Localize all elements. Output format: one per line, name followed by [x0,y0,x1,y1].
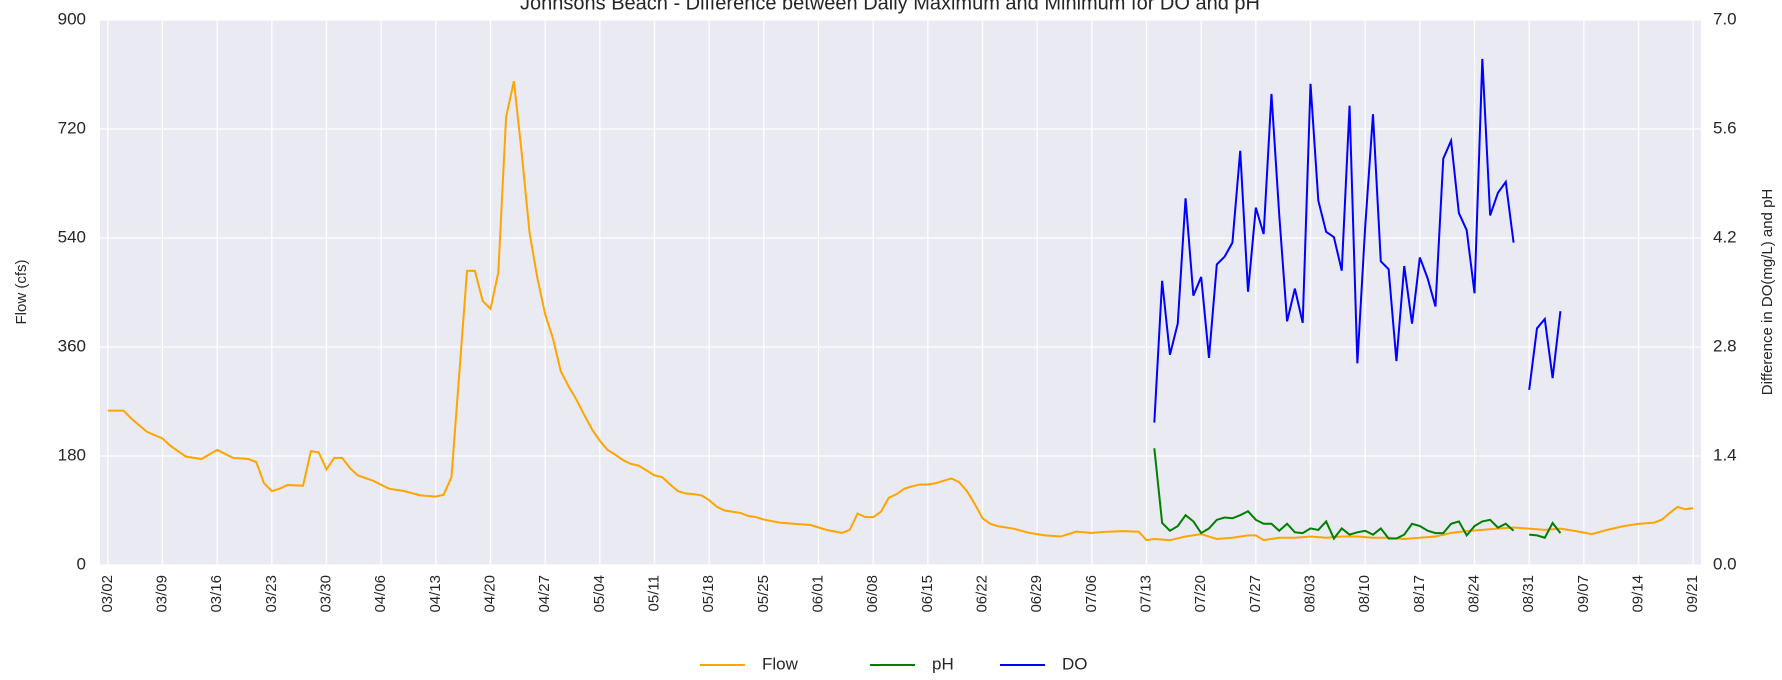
series-line [1529,521,1562,539]
y-tick-label: 900 [58,9,86,28]
x-tick-label: 03/16 [208,575,225,613]
x-tick-label: 08/24 [1465,575,1482,613]
y2-tick-label: 1.4 [1713,445,1737,464]
x-tick-label: 07/27 [1247,575,1264,613]
y2-tick-label: 4.2 [1713,227,1737,246]
x-tick-label: 03/30 [317,575,334,613]
x-tick-label: 08/17 [1411,575,1428,613]
x-tick-label: 09/21 [1684,575,1701,613]
series-line [1153,448,1515,541]
x-tick-label: 08/31 [1520,575,1537,613]
series-line [107,80,1694,542]
x-tick-label: 07/13 [1137,575,1154,613]
x-tick-label: 04/27 [536,575,553,613]
x-tick-label: 04/06 [372,575,389,613]
y2-tick-label: 7.0 [1713,9,1737,28]
x-tick-label: 05/25 [755,575,772,613]
x-tick-label: 06/22 [973,575,990,613]
x-tick-label: 06/01 [809,575,826,613]
y-axis-label: Flow (cfs) [13,260,30,325]
x-tick-label: 05/04 [591,575,608,613]
x-tick-label: 04/20 [481,575,498,613]
y2-tick-label: 5.6 [1713,118,1737,137]
legend-label: pH [932,654,954,673]
x-tick-label: 05/11 [645,575,662,611]
x-tick-label: 05/18 [700,575,717,613]
x-tick-label: 09/07 [1575,575,1592,613]
y2-tick-label: 0.0 [1713,554,1737,573]
y-tick-label: 180 [58,445,86,464]
x-tick-label: 03/09 [153,575,170,613]
chart-title: Johnsons Beach - Difference between Dail… [520,0,1260,14]
y2-tick-label: 2.8 [1713,336,1737,355]
x-tick-label: 06/08 [864,575,881,613]
series-line [1153,58,1515,423]
series-line [1528,311,1562,390]
y-tick-label: 360 [58,336,86,355]
y-tick-label: 720 [58,118,86,137]
x-tick-label: 06/15 [919,575,936,613]
x-tick-label: 06/29 [1028,575,1045,613]
plot-area [100,20,1701,565]
x-tick-label: 07/06 [1083,575,1100,613]
y2-axis-label: Difference in DO(mg/L) and pH [1759,189,1776,395]
x-tick-label: 03/02 [99,575,116,613]
legend-label: Flow [762,654,799,673]
y-tick-label: 0 [77,554,86,573]
legend-label: DO [1062,654,1088,673]
x-tick-label: 03/23 [263,575,280,613]
x-tick-label: 04/13 [427,575,444,613]
x-tick-label: 08/10 [1356,575,1373,613]
x-tick-label: 07/20 [1192,575,1209,613]
y-tick-label: 540 [58,227,86,246]
x-tick-label: 09/14 [1629,575,1646,613]
x-tick-label: 08/03 [1301,575,1318,613]
